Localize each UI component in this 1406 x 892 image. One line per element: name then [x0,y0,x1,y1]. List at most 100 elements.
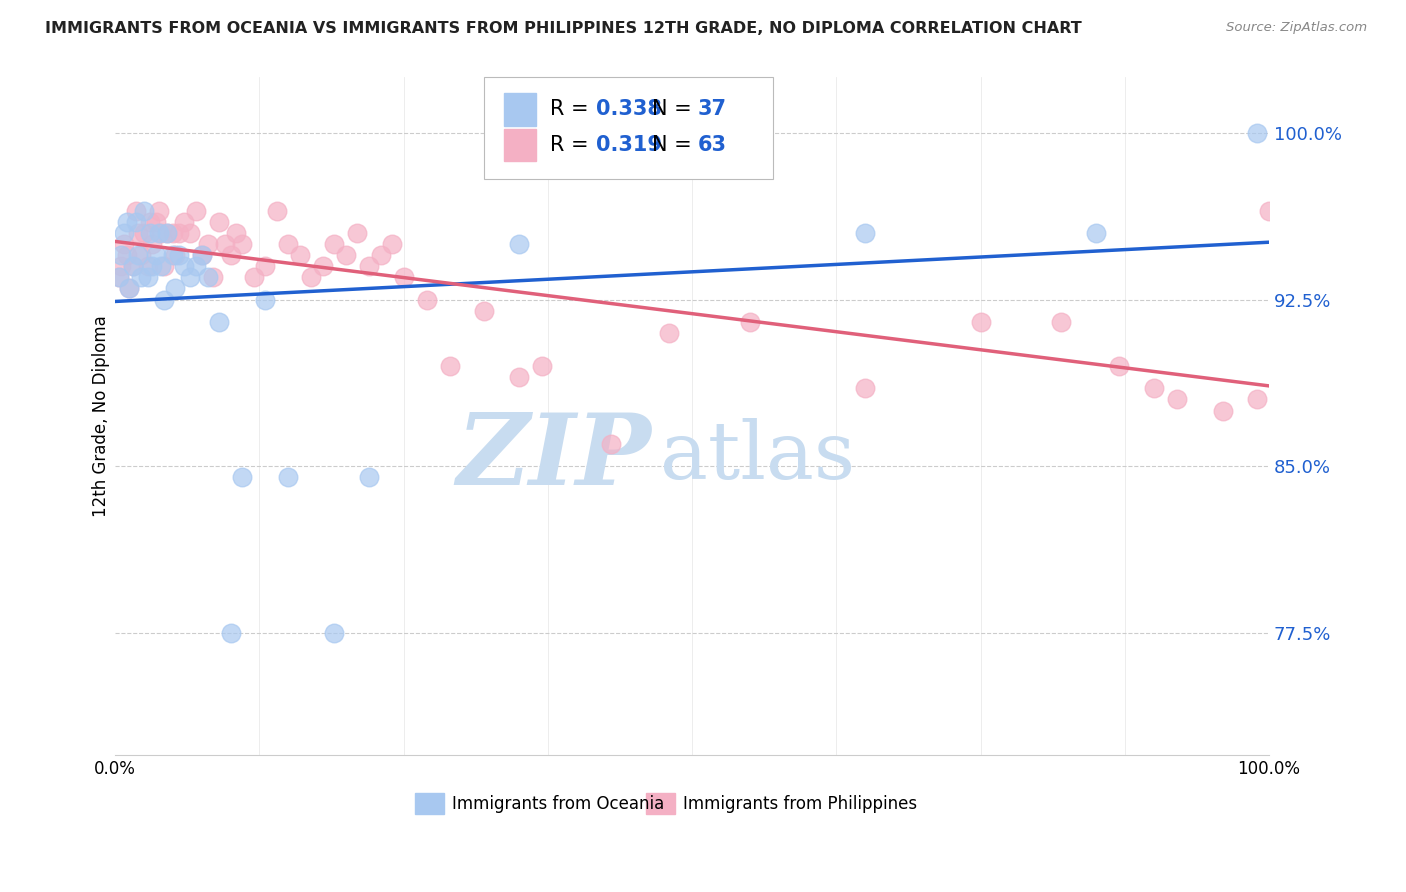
Point [219,625,242,640]
Point [277,237,299,252]
Point [1142,381,1164,395]
Point [152,293,174,307]
Point [508,370,530,384]
FancyBboxPatch shape [415,793,444,814]
Text: Source: ZipAtlas.com: Source: ZipAtlas.com [1226,21,1367,34]
Point [381,237,404,252]
Point [165,248,187,262]
Point [110,259,132,273]
Point [190,248,212,262]
Point [254,259,277,273]
Point [738,315,761,329]
Point [658,326,681,340]
Point [132,226,155,240]
Text: N =: N = [652,99,697,120]
Point [600,437,623,451]
Point [173,259,195,273]
Point [129,270,152,285]
FancyBboxPatch shape [645,793,675,814]
Text: 0.319: 0.319 [596,136,662,155]
Point [184,203,207,218]
Point [231,470,253,484]
Point [152,259,174,273]
Point [508,237,530,252]
Point [853,381,876,395]
Point [125,203,148,218]
Point [277,470,299,484]
Point [357,470,380,484]
Point [179,270,201,285]
Point [148,226,170,240]
Text: IMMIGRANTS FROM OCEANIA VS IMMIGRANTS FROM PHILIPPINES 12TH GRADE, NO DIPLOMA CO: IMMIGRANTS FROM OCEANIA VS IMMIGRANTS FR… [45,21,1081,36]
Point [115,215,138,229]
Point [115,248,138,262]
Point [184,259,207,273]
Point [125,215,148,229]
Point [127,248,149,262]
Point [136,259,159,273]
Text: Immigrants from Oceania: Immigrants from Oceania [453,795,665,813]
Point [173,215,195,229]
Point [148,203,170,218]
Point [165,281,187,295]
Point [288,248,311,262]
Point [357,259,380,273]
Text: Immigrants from Philippines: Immigrants from Philippines [683,795,917,813]
Point [118,281,141,295]
Point [208,315,231,329]
Point [225,226,247,240]
Point [254,293,277,307]
Point [107,270,129,285]
Point [853,226,876,240]
Text: 0.338: 0.338 [596,99,662,120]
Point [129,248,152,262]
Point [107,270,129,285]
Text: 37: 37 [697,99,727,120]
FancyBboxPatch shape [503,129,536,161]
FancyBboxPatch shape [485,78,773,179]
Point [136,270,159,285]
Point [145,215,167,229]
Point [202,270,225,285]
Point [392,270,415,285]
Point [145,248,167,262]
Text: 63: 63 [697,136,727,155]
Point [231,237,253,252]
Point [312,259,335,273]
Point [1258,203,1281,218]
Point [179,226,201,240]
Point [121,259,143,273]
Point [439,359,461,373]
Text: atlas: atlas [659,417,855,496]
Point [162,226,184,240]
Point [121,259,143,273]
Point [141,259,163,273]
Point [156,226,179,240]
Point [127,226,149,240]
FancyBboxPatch shape [503,93,536,126]
Point [114,226,136,240]
Point [118,281,141,295]
Point [370,248,392,262]
Point [110,248,132,262]
Point [299,270,322,285]
Point [1166,392,1188,407]
Point [531,359,554,373]
Point [167,226,190,240]
Point [266,203,288,218]
Point [242,270,264,285]
Point [167,248,190,262]
Point [197,237,219,252]
Point [346,226,368,240]
Point [190,248,212,262]
Point [1108,359,1130,373]
Text: R =: R = [550,136,595,155]
Point [1246,126,1268,140]
Point [219,248,242,262]
Point [114,237,136,252]
Point [335,248,357,262]
Point [474,303,496,318]
Point [162,248,184,262]
Point [150,226,173,240]
Point [1246,392,1268,407]
